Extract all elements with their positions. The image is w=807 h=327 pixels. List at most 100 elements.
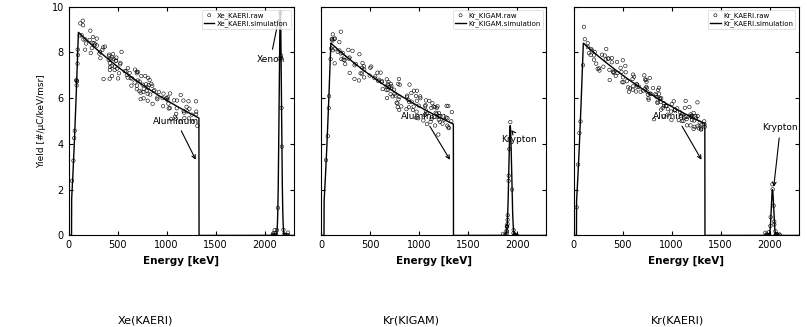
Kr_KAERI.raw	[698, 124, 711, 129]
Kr_KIGAM.raw	[335, 57, 348, 62]
Kr_KIGAM.raw	[338, 58, 351, 63]
Xe_KAERI.raw	[103, 67, 116, 73]
Kr_KIGAM.raw	[358, 67, 370, 72]
Xe_KAERI.raw	[180, 104, 193, 110]
Kr_KIGAM.raw	[410, 109, 423, 114]
Xe_KAERI.raw	[83, 37, 96, 43]
Kr_KAERI.raw	[634, 89, 647, 95]
Xe_KAERI.raw	[141, 91, 154, 96]
Xe_KAERI.raw	[151, 95, 164, 100]
Kr_KAERI.raw	[767, 203, 780, 208]
Kr_KAERI.raw	[596, 52, 608, 57]
Kr_KIGAM.raw	[429, 110, 442, 115]
Xe_KAERI.raw	[266, 233, 279, 238]
Kr_KAERI.raw	[658, 103, 671, 109]
Kr_KAERI.raw	[774, 233, 787, 238]
Kr_KAERI.raw	[638, 73, 650, 78]
Xe_KAERI.raw	[132, 69, 144, 75]
Kr_KIGAM.raw	[400, 107, 413, 112]
Xe_KAERI.raw	[141, 85, 154, 90]
Xe_KAERI.raw	[131, 83, 144, 88]
Kr_KAERI.raw	[668, 108, 681, 113]
Kr_KIGAM.raw	[333, 48, 346, 53]
Kr_KAERI.raw	[662, 107, 675, 112]
Xe_KAERI.raw	[165, 116, 178, 122]
Xe_KAERI.raw	[174, 119, 186, 124]
Kr_KAERI.raw	[581, 44, 594, 50]
Xe_KAERI.raw	[73, 33, 86, 38]
Kr_KAERI.raw	[688, 118, 700, 123]
Kr_KIGAM.raw	[414, 95, 427, 101]
Kr_KAERI.raw	[617, 75, 629, 80]
Xe_KAERI.simulation	[249, 233, 259, 237]
Kr_KAERI.raw	[633, 84, 646, 89]
Xe_KAERI.simulation	[211, 233, 220, 237]
Kr_KIGAM.raw	[419, 102, 432, 108]
Kr_KIGAM.raw	[425, 115, 438, 120]
X-axis label: Energy [keV]: Energy [keV]	[395, 256, 472, 266]
Kr_KIGAM.raw	[376, 86, 389, 92]
Kr_KAERI.raw	[692, 113, 705, 119]
Xe_KAERI.raw	[142, 75, 155, 80]
Kr_KIGAM.raw	[503, 146, 516, 152]
Text: Xe(KAERI): Xe(KAERI)	[118, 316, 173, 326]
Xe_KAERI.raw	[107, 52, 119, 57]
Kr_KIGAM.raw	[445, 110, 458, 115]
Kr_KIGAM.raw	[430, 105, 443, 111]
Kr_KIGAM.raw	[506, 187, 519, 192]
Kr_KAERI.raw	[660, 103, 673, 109]
Xe_KAERI.raw	[134, 96, 147, 102]
Kr_KIGAM.raw	[429, 104, 441, 110]
Kr_KIGAM.raw	[414, 94, 427, 99]
Kr_KAERI.raw	[602, 56, 615, 61]
Kr_KIGAM.raw	[410, 115, 423, 120]
Kr_KAERI.raw	[675, 118, 688, 124]
Xe_KAERI.raw	[120, 73, 133, 78]
Xe_KAERI.simulation	[105, 58, 115, 62]
Xe_KAERI.raw	[111, 66, 123, 71]
Kr_KAERI.raw	[693, 120, 706, 125]
Kr_KAERI.raw	[674, 110, 687, 115]
Kr_KIGAM.raw	[440, 103, 453, 109]
X-axis label: Energy [keV]: Energy [keV]	[648, 256, 724, 266]
Kr_KIGAM.raw	[334, 29, 347, 34]
Xe_KAERI.raw	[73, 21, 86, 26]
Xe_KAERI.raw	[278, 232, 291, 238]
Xe_KAERI.raw	[181, 109, 194, 114]
Xe_KAERI.raw	[146, 101, 159, 107]
Xe_KAERI.raw	[178, 109, 190, 114]
Xe_KAERI.raw	[90, 43, 103, 48]
Kr_KAERI.raw	[628, 74, 641, 79]
Xe_KAERI.raw	[114, 62, 127, 67]
Kr_KAERI.raw	[651, 100, 664, 106]
Xe_KAERI.raw	[77, 23, 90, 28]
Kr_KIGAM.raw	[338, 55, 351, 60]
Kr_KIGAM.simulation	[403, 98, 412, 102]
Kr_KIGAM.raw	[500, 224, 513, 229]
Kr_KIGAM.raw	[324, 57, 337, 62]
Xe_KAERI.raw	[102, 57, 115, 62]
Xe_KAERI.raw	[157, 104, 169, 109]
Kr_KAERI.raw	[695, 127, 708, 132]
Kr_KIGAM.raw	[411, 88, 424, 94]
Kr_KAERI.raw	[759, 233, 772, 238]
Kr_KIGAM.raw	[390, 100, 403, 105]
Kr_KIGAM.simulation	[451, 233, 461, 237]
Kr_KIGAM.raw	[322, 106, 335, 111]
Kr_KIGAM.raw	[417, 118, 430, 123]
Kr_KAERI.raw	[590, 61, 603, 66]
Kr_KIGAM.raw	[502, 178, 515, 183]
Kr_KIGAM.raw	[500, 224, 513, 230]
Kr_KAERI.raw	[627, 84, 640, 89]
Kr_KAERI.raw	[598, 53, 611, 58]
Xe_KAERI.raw	[88, 41, 101, 46]
Xe_KAERI.raw	[105, 63, 118, 69]
Kr_KIGAM.raw	[419, 104, 432, 109]
Xe_KAERI.raw	[274, 10, 287, 15]
Kr_KIGAM.raw	[429, 123, 441, 128]
Xe_KAERI.raw	[128, 80, 141, 85]
Kr_KIGAM.raw	[332, 49, 345, 54]
Kr_KAERI.raw	[611, 70, 624, 76]
Xe_KAERI.raw	[67, 158, 80, 163]
Kr_KIGAM.raw	[353, 52, 366, 57]
